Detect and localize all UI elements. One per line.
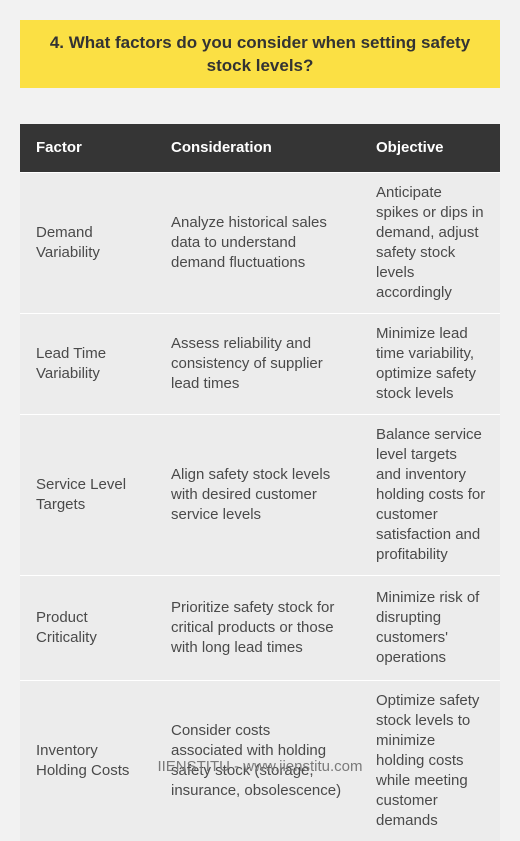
consideration-cell: Assess reliability and consistency of su… [155,312,360,414]
factor-text: Service Level Targets [36,475,127,513]
factor-cell: Demand Variability [20,171,155,313]
consideration-cell: Prioritize safety stock for critical pro… [155,574,360,680]
page-title-text: 4. What factors do you consider when set… [49,33,471,75]
header-factor: Factor [20,124,155,172]
objective-text: Balance service level targets and invent… [376,425,486,563]
table-header: Factor Consideration Objective [20,124,500,172]
footer-credit: IIENSTITU - www.iienstitu.com [157,758,363,775]
objective-cell: Minimize lead time variability, optimize… [360,312,500,414]
consideration-text: Align safety stock levels with desired c… [171,465,331,523]
consideration-text: Analyze historical sales data to underst… [171,213,327,271]
factors-table: Factor Consideration Objective Demand Va… [20,124,500,841]
page-title: 4. What factors do you consider when set… [20,20,500,88]
factor-text: Lead Time Variability [36,344,107,382]
objective-text: Minimize lead time variability, optimize… [376,324,477,402]
consideration-text: Prioritize safety stock for critical pro… [171,598,335,656]
table-row: Service Level Targets Align safety stock… [20,413,500,575]
table-row: Lead Time Variability Assess reliability… [20,312,500,414]
table-header-row: Factor Consideration Objective [20,124,500,172]
consideration-text: Consider costs associated with holding s… [171,721,342,799]
objective-cell: Balance service level targets and invent… [360,413,500,575]
factor-text: Demand Variability [36,223,100,261]
header-objective: Objective [360,124,500,172]
header-consideration: Consideration [155,124,360,172]
factor-text: Inventory Holding Costs [36,741,130,779]
objective-cell: Anticipate spikes or dips in demand, adj… [360,171,500,313]
table-row: Demand Variability Analyze historical sa… [20,171,500,313]
factor-cell: Lead Time Variability [20,312,155,414]
factor-cell: Product Criticality [20,574,155,680]
table-body: Demand Variability Analyze historical sa… [20,171,500,841]
table-row: Product Criticality Prioritize safety st… [20,574,500,680]
consideration-cell: Align safety stock levels with desired c… [155,413,360,575]
factor-cell: Service Level Targets [20,413,155,575]
consideration-text: Assess reliability and consistency of su… [171,334,323,392]
objective-cell: Minimize risk of disrupting customers' o… [360,574,500,680]
factor-text: Product Criticality [36,608,97,646]
objective-text: Minimize risk of disrupting customers' o… [376,588,480,666]
objective-text: Anticipate spikes or dips in demand, adj… [376,183,484,301]
consideration-cell: Analyze historical sales data to underst… [155,171,360,313]
